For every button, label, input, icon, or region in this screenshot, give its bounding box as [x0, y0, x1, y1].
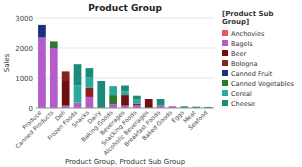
y-tick-label: 2000 [15, 45, 33, 53]
legend-label: Anchovies [231, 30, 265, 38]
legend-label: Canned Vegetables [231, 80, 294, 88]
bar-segment [62, 81, 70, 106]
y-axis-label: Sales [3, 53, 11, 72]
bar-segment [133, 105, 141, 106]
x-tick-label: Seafood [187, 109, 209, 131]
bar-segment [38, 38, 46, 109]
title: Product Group [88, 3, 162, 13]
legend-swatch [222, 80, 228, 86]
bar-segment [50, 41, 58, 48]
bar-segment [62, 71, 70, 72]
bar-segment [169, 106, 177, 107]
bar-segment [169, 106, 177, 107]
bar-segment [86, 97, 94, 108]
bar-segment [145, 99, 153, 108]
legend-swatch [222, 100, 228, 106]
legend-swatch [222, 50, 228, 56]
bar-segment [74, 64, 82, 85]
legend-title: [Product SubGroup] [222, 10, 274, 26]
bar-segment [145, 99, 153, 100]
x-tick-label: Baked Goods [140, 109, 173, 142]
legend-label: Cereal [231, 90, 252, 98]
bar-segment [74, 103, 82, 108]
bar-segment [109, 86, 117, 87]
bar-segment [86, 78, 94, 88]
legend-label: Bagels [231, 40, 253, 48]
bar-segment [62, 71, 70, 72]
x-axis-label: Product Group, Product Sub Group [65, 158, 186, 166]
legend-swatch [222, 70, 228, 76]
legend-label: Beer [231, 50, 246, 58]
bar-segment [109, 104, 117, 108]
bar-segment [50, 48, 58, 108]
bar-segment [169, 106, 177, 107]
bar-segment [109, 95, 117, 104]
x-axis [36, 108, 214, 109]
legend-label: Cheese [231, 100, 255, 108]
bar-segment [121, 86, 129, 92]
bar-segment [145, 99, 153, 100]
y-tick-label: 0 [29, 105, 33, 113]
legend-swatch [222, 40, 228, 46]
y-tick-label: 3000 [15, 15, 33, 23]
bar-segment [62, 71, 70, 72]
bar-segment [109, 86, 117, 95]
bar-segment [121, 92, 129, 96]
bar-segment [169, 106, 177, 107]
bar-segment [86, 68, 94, 78]
chart: Product Group0100020003000ProduceCanned … [0, 0, 302, 167]
grid-line [36, 108, 214, 109]
grid-line [36, 48, 214, 49]
y-tick-label: 1000 [15, 75, 33, 83]
grid-line [36, 18, 214, 19]
bar-segment [133, 100, 141, 104]
legend-swatch [222, 90, 228, 96]
bar-segment [74, 85, 82, 102]
bar-segment [50, 41, 58, 42]
bar-segment [169, 106, 177, 107]
legend-label: Canned Fruit [231, 70, 273, 78]
bars [38, 25, 212, 108]
bar-segment [157, 99, 165, 106]
bar-segment [121, 95, 129, 106]
bar-segment [145, 99, 153, 100]
bar-segment [38, 24, 46, 25]
bar-segment [38, 24, 46, 25]
bar-segment [133, 104, 141, 106]
bar-segment [169, 106, 177, 107]
bar-segment [38, 25, 46, 38]
bar-segment [145, 99, 153, 100]
bar-segment [38, 24, 46, 25]
bar-segment [145, 99, 153, 100]
bar-segment [62, 71, 70, 81]
x-tick-label: Canned Products [14, 109, 55, 150]
bar-segment [97, 81, 105, 108]
bar-segment [86, 88, 94, 97]
legend-swatch [222, 30, 228, 36]
bar-segment [62, 71, 70, 72]
legend-label: Bologna [231, 60, 257, 68]
bar-segment [133, 96, 141, 100]
bar-segment [50, 41, 58, 42]
legend-swatch [222, 60, 228, 66]
